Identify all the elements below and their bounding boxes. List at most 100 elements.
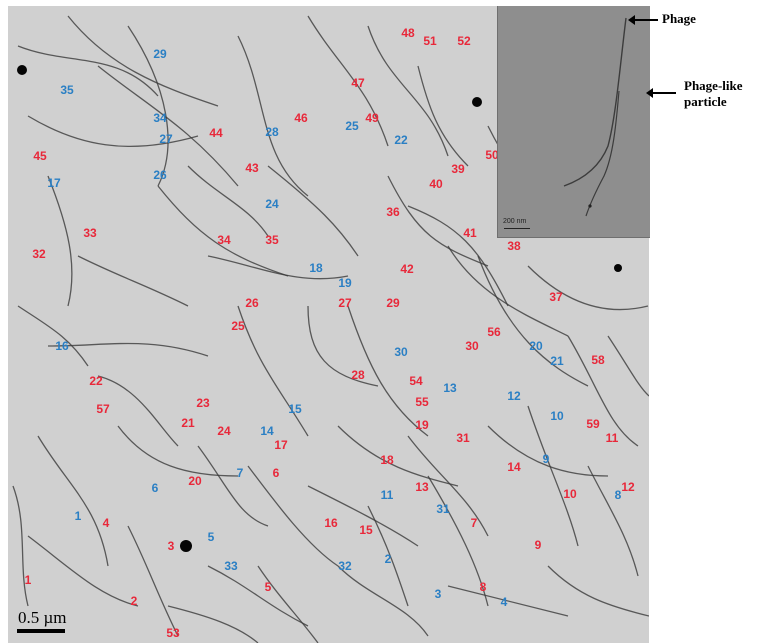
filament (527, 405, 579, 547)
filament (387, 175, 489, 267)
red-particle-label: 27 (338, 296, 352, 310)
blue-particle-label: 4 (500, 595, 508, 609)
filament (27, 115, 199, 148)
red-particle-label: 38 (507, 239, 521, 253)
filament (267, 165, 359, 257)
inset-scale-label: 200 nm (503, 218, 527, 225)
phage-annotation: Phage (662, 11, 696, 26)
red-particle-label: 26 (245, 296, 259, 310)
filament (207, 255, 349, 280)
filament (257, 565, 319, 643)
blue-particle-label: 20 (529, 339, 543, 353)
blue-particle-label: 26 (153, 168, 167, 182)
filament (307, 485, 419, 547)
filament (337, 425, 459, 487)
filament (477, 255, 589, 387)
red-particle-label: 24 (217, 424, 231, 438)
blue-particle-label: 16 (55, 339, 69, 353)
filament (607, 335, 649, 397)
blue-particle-label: 18 (309, 261, 323, 275)
filament (47, 175, 73, 307)
filament (77, 255, 189, 307)
blue-particle-label: 27 (159, 132, 173, 146)
blue-particle-label: 8 (614, 488, 622, 502)
phage-like-annotation-line1: Phage-like (684, 78, 743, 93)
red-particle-label: 32 (32, 247, 46, 261)
red-particle-label: 34 (217, 233, 231, 247)
phage-arrow (628, 15, 658, 25)
blue-particle-label: 17 (47, 176, 61, 190)
blue-particle-label: 13 (443, 381, 457, 395)
blue-particle-label: 31 (436, 502, 450, 516)
filament (167, 605, 259, 643)
red-particle-label: 22 (89, 374, 103, 388)
red-particle-label: 19 (415, 418, 429, 432)
filament (487, 425, 609, 477)
filament (367, 505, 409, 607)
filament (337, 565, 429, 637)
red-particle-label: 33 (83, 226, 97, 240)
red-particle-label: 58 (591, 353, 605, 367)
blue-particle-label: 15 (288, 402, 302, 416)
red-particle-label: 18 (380, 453, 394, 467)
phage-like-arrow (646, 88, 676, 98)
filament (97, 375, 179, 447)
filament (347, 305, 429, 437)
red-particle-label: 39 (451, 162, 465, 176)
red-particle-label: 50 (485, 148, 499, 162)
red-particle-label: 14 (507, 460, 521, 474)
filament (157, 185, 289, 277)
red-particle-label: 7 (470, 516, 478, 530)
red-particle-label: 15 (359, 523, 373, 537)
red-particle-label: 40 (429, 177, 443, 191)
filament (547, 565, 649, 617)
filament (587, 465, 639, 577)
red-particle-label: 13 (415, 480, 429, 494)
red-particle-label: 47 (351, 76, 365, 90)
blue-particle-label: 11 (380, 488, 394, 502)
red-particle-label: 56 (487, 325, 501, 339)
red-particle-label: 6 (272, 466, 280, 480)
red-particle-label: 49 (365, 111, 379, 125)
red-particle-label: 42 (400, 262, 414, 276)
filament (427, 475, 489, 607)
blue-particle-label: 32 (338, 559, 352, 573)
filament (117, 425, 239, 477)
filament (417, 65, 469, 167)
red-particle-label: 48 (401, 26, 415, 40)
red-particle-label: 25 (231, 319, 245, 333)
debris-particle (180, 540, 192, 552)
red-particle-label: 12 (621, 480, 635, 494)
red-particle-label: 41 (463, 226, 477, 240)
blue-particle-label: 7 (236, 466, 244, 480)
filaments (12, 15, 649, 643)
filament (27, 535, 139, 607)
red-particle-label: 54 (409, 374, 423, 388)
red-particle-label: 31 (456, 431, 470, 445)
blue-particle-label: 22 (394, 133, 408, 147)
blue-particle-label: 2 (384, 552, 392, 566)
filament (447, 245, 569, 337)
red-particle-label: 52 (457, 34, 471, 48)
blue-particle-label: 33 (224, 559, 238, 573)
red-particle-label: 23 (196, 396, 210, 410)
blue-particle-label: 34 (153, 111, 167, 125)
filament (567, 335, 639, 447)
red-particle-label: 46 (294, 111, 308, 125)
filament (127, 525, 179, 637)
filament (237, 35, 309, 197)
blue-particle-label: 25 (345, 119, 359, 133)
blue-particle-label: 28 (265, 125, 279, 139)
filament (67, 15, 219, 107)
filament (237, 305, 309, 437)
red-particle-label: 17 (274, 438, 288, 452)
blue-particle-label: 24 (265, 197, 279, 211)
red-particle-label: 44 (209, 126, 223, 140)
phage-like-annotation-line2: particle (684, 94, 727, 109)
blue-particle-label: 12 (507, 389, 521, 403)
blue-particle-label: 35 (60, 83, 74, 97)
blue-particle-label: 30 (394, 345, 408, 359)
filament (12, 485, 29, 607)
scale-bar-label: 0.5 µm (18, 608, 67, 627)
blue-particle-label: 19 (338, 276, 352, 290)
